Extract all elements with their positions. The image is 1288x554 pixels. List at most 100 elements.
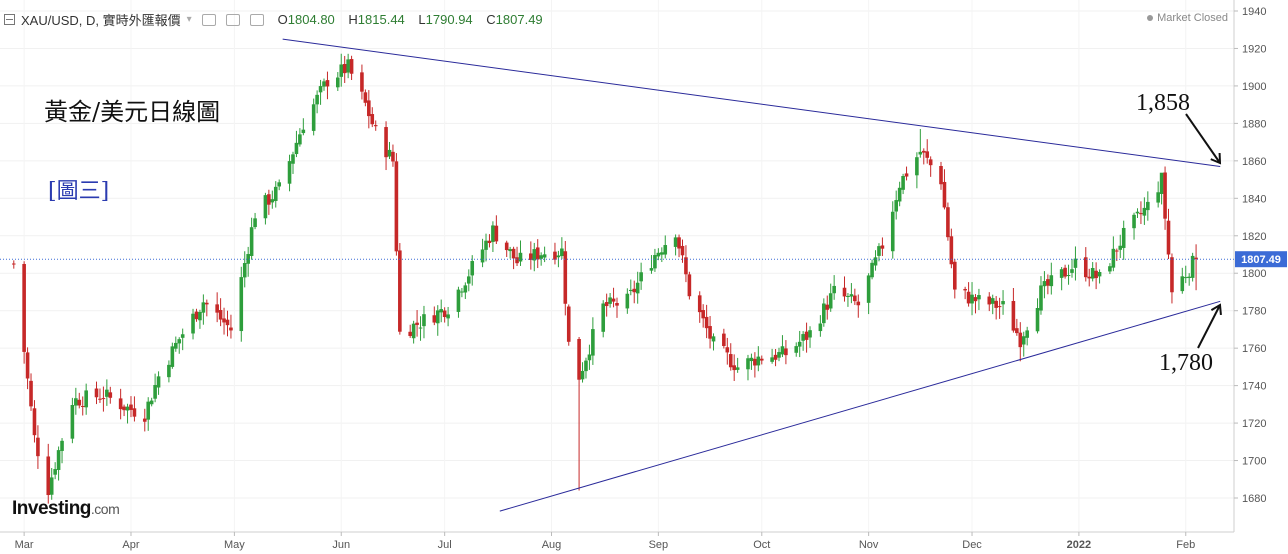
candle-body	[663, 245, 668, 255]
candle-body	[394, 161, 399, 252]
candle-body	[508, 249, 512, 252]
candle-body	[842, 287, 847, 297]
figure-label: [圖三]	[48, 179, 110, 204]
candle-body	[342, 63, 347, 74]
candle-body	[1094, 270, 1098, 279]
candle-body	[225, 319, 230, 326]
candle-body	[60, 440, 64, 451]
candle-body	[946, 207, 950, 238]
candle-body	[928, 159, 933, 166]
candle-body	[601, 303, 606, 332]
candle-body	[460, 291, 464, 293]
candle-body	[942, 181, 947, 208]
candle-body	[518, 252, 523, 262]
candle-body	[1170, 257, 1174, 293]
y-tick-label: 1800	[1242, 268, 1266, 280]
candle-body	[349, 59, 354, 74]
candle-body	[301, 129, 306, 134]
candle-body	[373, 125, 378, 127]
y-tick-label: 1880	[1242, 118, 1266, 130]
candle-body	[921, 150, 926, 153]
x-tick-label: Oct	[753, 539, 770, 551]
candle-body	[408, 331, 412, 336]
candle-body	[201, 302, 206, 313]
close-icon[interactable]	[249, 13, 264, 26]
candle-body	[1166, 220, 1171, 255]
candle-body	[480, 249, 485, 263]
candle-body	[487, 240, 492, 244]
candle-body	[1049, 275, 1054, 287]
x-tick-label: May	[224, 539, 245, 551]
candle-body	[515, 257, 519, 264]
collapse-icon[interactable]	[4, 14, 15, 25]
candle-body	[684, 257, 688, 275]
resistance-trendline	[282, 38, 1221, 167]
investing-logo: Investing.com	[12, 498, 120, 519]
candle-body	[873, 257, 878, 266]
candle-body	[687, 274, 692, 297]
candle-body	[794, 346, 799, 353]
candle-body	[77, 399, 82, 406]
candle-body	[539, 255, 543, 259]
chevron-down-icon[interactable]: ▾	[186, 14, 192, 25]
candle-body	[749, 357, 754, 362]
y-tick-label: 1680	[1242, 493, 1266, 505]
candle-body	[156, 376, 161, 388]
x-tick-label: Jun	[332, 539, 350, 551]
candle-body	[825, 304, 830, 310]
candle-body	[563, 251, 568, 304]
candle-body	[360, 72, 364, 92]
candle-body	[846, 296, 850, 298]
candle-body	[1183, 277, 1188, 279]
candle-body	[101, 398, 106, 400]
candle-body	[125, 406, 130, 411]
candle-body	[632, 288, 637, 293]
chart-title: 黃金/美元日線圖	[44, 98, 221, 126]
x-tick-label: Feb	[1176, 539, 1195, 551]
candle-body	[253, 218, 257, 228]
candle-body	[725, 347, 730, 353]
candle-body	[818, 323, 823, 332]
candle-body	[504, 242, 509, 251]
candle-body	[132, 408, 137, 417]
candle-body	[1035, 307, 1040, 332]
candle-body	[229, 327, 233, 331]
candle-body	[263, 195, 268, 219]
candle-body	[205, 302, 209, 305]
candle-body	[277, 182, 282, 187]
candle-body	[418, 327, 423, 329]
candle-body	[36, 437, 40, 457]
candle-body	[370, 114, 375, 125]
y-tick-label: 1720	[1242, 418, 1266, 430]
x-tick-label: Sep	[649, 539, 669, 551]
candle-body	[1142, 207, 1147, 216]
candle-body	[701, 310, 705, 319]
eye-icon[interactable]	[201, 13, 216, 26]
candle-body	[294, 142, 299, 155]
x-axis: Mar Apr May Jun Jul Aug Sep Oct Nov Dec 2022 Feb	[0, 531, 1234, 551]
candle-body	[387, 149, 392, 157]
candle-body	[735, 367, 740, 370]
candle-body	[122, 406, 126, 411]
candle-body	[198, 311, 202, 321]
x-tick-label: Dec	[962, 539, 982, 551]
candle-body	[604, 302, 609, 307]
candle-body	[832, 285, 836, 294]
candle-body	[484, 240, 488, 250]
candle-body	[990, 298, 995, 304]
candle-body	[1194, 257, 1198, 260]
settings-icon[interactable]	[225, 13, 240, 26]
candle-body	[656, 252, 661, 257]
candle-body	[222, 318, 226, 323]
candle-body	[587, 354, 592, 361]
candle-body	[149, 400, 154, 405]
candle-body	[997, 306, 1002, 308]
candle-body	[142, 418, 147, 422]
candle-body	[732, 365, 736, 371]
candle-body	[270, 199, 275, 203]
candle-body	[215, 304, 219, 313]
candle-body	[415, 322, 419, 325]
candle-body	[1156, 192, 1160, 203]
candle-body	[628, 289, 633, 292]
